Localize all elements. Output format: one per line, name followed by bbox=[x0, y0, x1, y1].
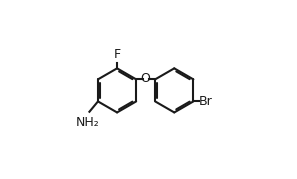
Text: NH₂: NH₂ bbox=[76, 116, 100, 129]
Text: Br: Br bbox=[199, 95, 213, 108]
Text: O: O bbox=[141, 72, 151, 85]
Text: F: F bbox=[113, 48, 121, 61]
